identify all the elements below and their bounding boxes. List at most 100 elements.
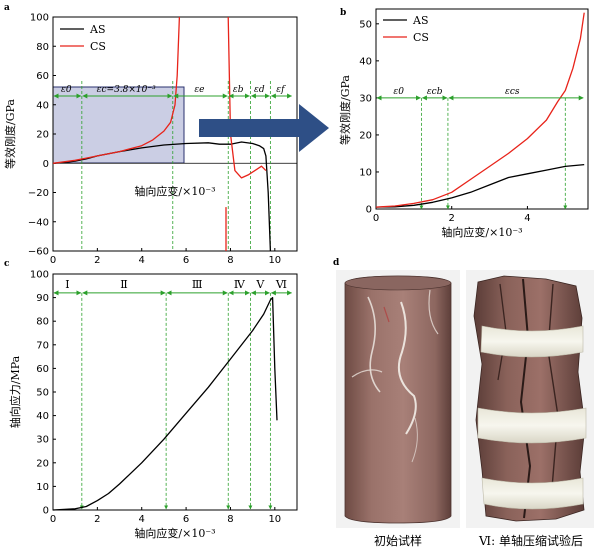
- y-tick-label: 30: [36, 435, 49, 446]
- stage-label: Ⅳ: [234, 278, 246, 291]
- panel-a-legend: AS CS: [60, 23, 106, 53]
- stage-label: Ⅱ: [120, 278, 127, 291]
- initial-specimen-caption: 初始试样: [374, 533, 422, 548]
- panel-a-annotations: ε0 εc=3.8×10⁻³ εe εb εd εf: [53, 85, 293, 99]
- panel-a-xlabel: 轴向应变/×10⁻³: [134, 184, 215, 198]
- y-tick-label: 0: [43, 159, 49, 170]
- strain-annotation: εf: [276, 85, 286, 95]
- x-tick-label: 0: [373, 213, 379, 224]
- panel-b-letter: b: [340, 8, 346, 18]
- legend-cs-label: CS: [90, 40, 106, 53]
- panel-c-xlabel: 轴向应变/×10⁻³: [134, 526, 215, 540]
- y-tick-label: 20: [36, 458, 49, 469]
- panel-a-letter: a: [4, 3, 10, 13]
- panel-b-lines: [375, 12, 585, 208]
- panel-c-ylabel: 轴向应力/MPa: [8, 355, 22, 428]
- y-tick-label: 10: [36, 482, 49, 493]
- y-tick-label: 80: [36, 42, 49, 53]
- panel-b-ylabel: 等效刚度/GPa: [338, 75, 352, 145]
- strain-annotation: εe: [194, 85, 204, 95]
- x-tick-label: 4: [139, 514, 145, 525]
- y-tick-label: 60: [36, 364, 49, 375]
- y-tick-label: 30: [359, 93, 372, 104]
- panel-d-letter: d: [333, 258, 340, 268]
- panel-b-annotations: ε0 εcb εcs: [376, 87, 584, 101]
- x-tick-label: 10: [268, 514, 281, 525]
- y-tick-label: 20: [359, 130, 372, 141]
- y-tick-label: 100: [30, 13, 49, 24]
- y-tick-label: 0: [366, 205, 372, 216]
- series-cs-line: [227, 16, 267, 179]
- panel-a-ylabel: 等效刚度/GPa: [3, 99, 17, 169]
- stage-label: Ⅰ: [65, 278, 69, 291]
- x-tick-label: 2: [94, 514, 100, 525]
- strain-annotation: εcb: [427, 87, 443, 97]
- panel-a-lines: [52, 16, 272, 252]
- y-tick-label: 10: [359, 167, 372, 178]
- y-tick-label: −40: [28, 217, 49, 228]
- y-tick-label: 40: [36, 411, 49, 422]
- x-tick-label: 0: [50, 514, 56, 525]
- y-tick-label: 40: [359, 56, 372, 67]
- y-tick-label: 70: [36, 340, 49, 351]
- stage-label: Ⅵ: [275, 278, 287, 291]
- x-tick-label: 8: [227, 255, 233, 266]
- x-tick-label: 6: [183, 514, 189, 525]
- strain-annotation: εb: [233, 85, 244, 95]
- y-tick-label: 40: [36, 100, 49, 111]
- panel-c-guides: [79, 292, 273, 510]
- series-as-line: [52, 141, 272, 252]
- zoom-arrow-icon: [199, 104, 329, 152]
- x-tick-label: 2: [94, 255, 100, 266]
- failed-specimen-photo: [466, 270, 594, 528]
- series-cs-line: [52, 16, 181, 164]
- stage-label: Ⅲ: [192, 278, 203, 291]
- strain-annotation: εc=3.8×10⁻³: [97, 85, 156, 95]
- x-tick-label: 6: [183, 255, 189, 266]
- x-tick-label: 0: [50, 255, 56, 266]
- y-tick-label: 90: [36, 293, 49, 304]
- y-tick-label: 50: [36, 388, 49, 399]
- panel-d: d 初始试样 Ⅵ: 单轴压缩试验后: [333, 258, 594, 548]
- panel-a: a 0 2 4 6 8 10 −60 −40 −20 0 20 40 60 80 100 ε0 εc=3.8×…: [3, 3, 298, 266]
- y-tick-label: 60: [36, 71, 49, 82]
- strain-annotation: ε0: [61, 85, 72, 95]
- panel-b-guides: [419, 97, 568, 210]
- x-tick-label: 2: [449, 213, 455, 224]
- panel-c-lines: [52, 296, 278, 511]
- panel-a-guides: [53, 81, 297, 251]
- panel-c-letter: c: [4, 259, 10, 269]
- failed-specimen-caption: Ⅵ: 单轴压缩试验后: [478, 533, 583, 548]
- stage-label: Ⅴ: [255, 278, 265, 291]
- strain-annotation: εd: [254, 85, 265, 95]
- y-tick-label: 20: [36, 130, 49, 141]
- y-tick-label: 50: [359, 19, 372, 30]
- panel-b-legend: AS CS: [383, 14, 429, 44]
- x-tick-label: 4: [139, 255, 145, 266]
- y-tick-label: −60: [28, 247, 49, 258]
- panel-c-plot-frame: [52, 273, 298, 511]
- x-tick-label: 8: [227, 514, 233, 525]
- series-cs-line: [375, 12, 585, 208]
- panel-b-xlabel: 轴向应变/×10⁻³: [441, 225, 522, 239]
- x-tick-label: 10: [268, 255, 281, 266]
- series-stress-line: [52, 296, 278, 511]
- strain-annotation: ε0: [393, 87, 404, 97]
- legend-cs-label: CS: [413, 31, 429, 44]
- initial-specimen-photo: [336, 270, 460, 528]
- series-as-line: [375, 163, 585, 208]
- y-tick-label: 80: [36, 317, 49, 328]
- y-tick-label: 100: [30, 270, 49, 281]
- x-tick-label: 4: [524, 213, 530, 224]
- legend-as-label: AS: [412, 14, 428, 27]
- y-tick-label: −20: [28, 188, 49, 199]
- legend-as-label: AS: [89, 23, 105, 36]
- panel-b-plot-frame: [375, 8, 589, 210]
- y-tick-label: 0: [43, 506, 49, 517]
- strain-annotation: εcs: [505, 87, 520, 97]
